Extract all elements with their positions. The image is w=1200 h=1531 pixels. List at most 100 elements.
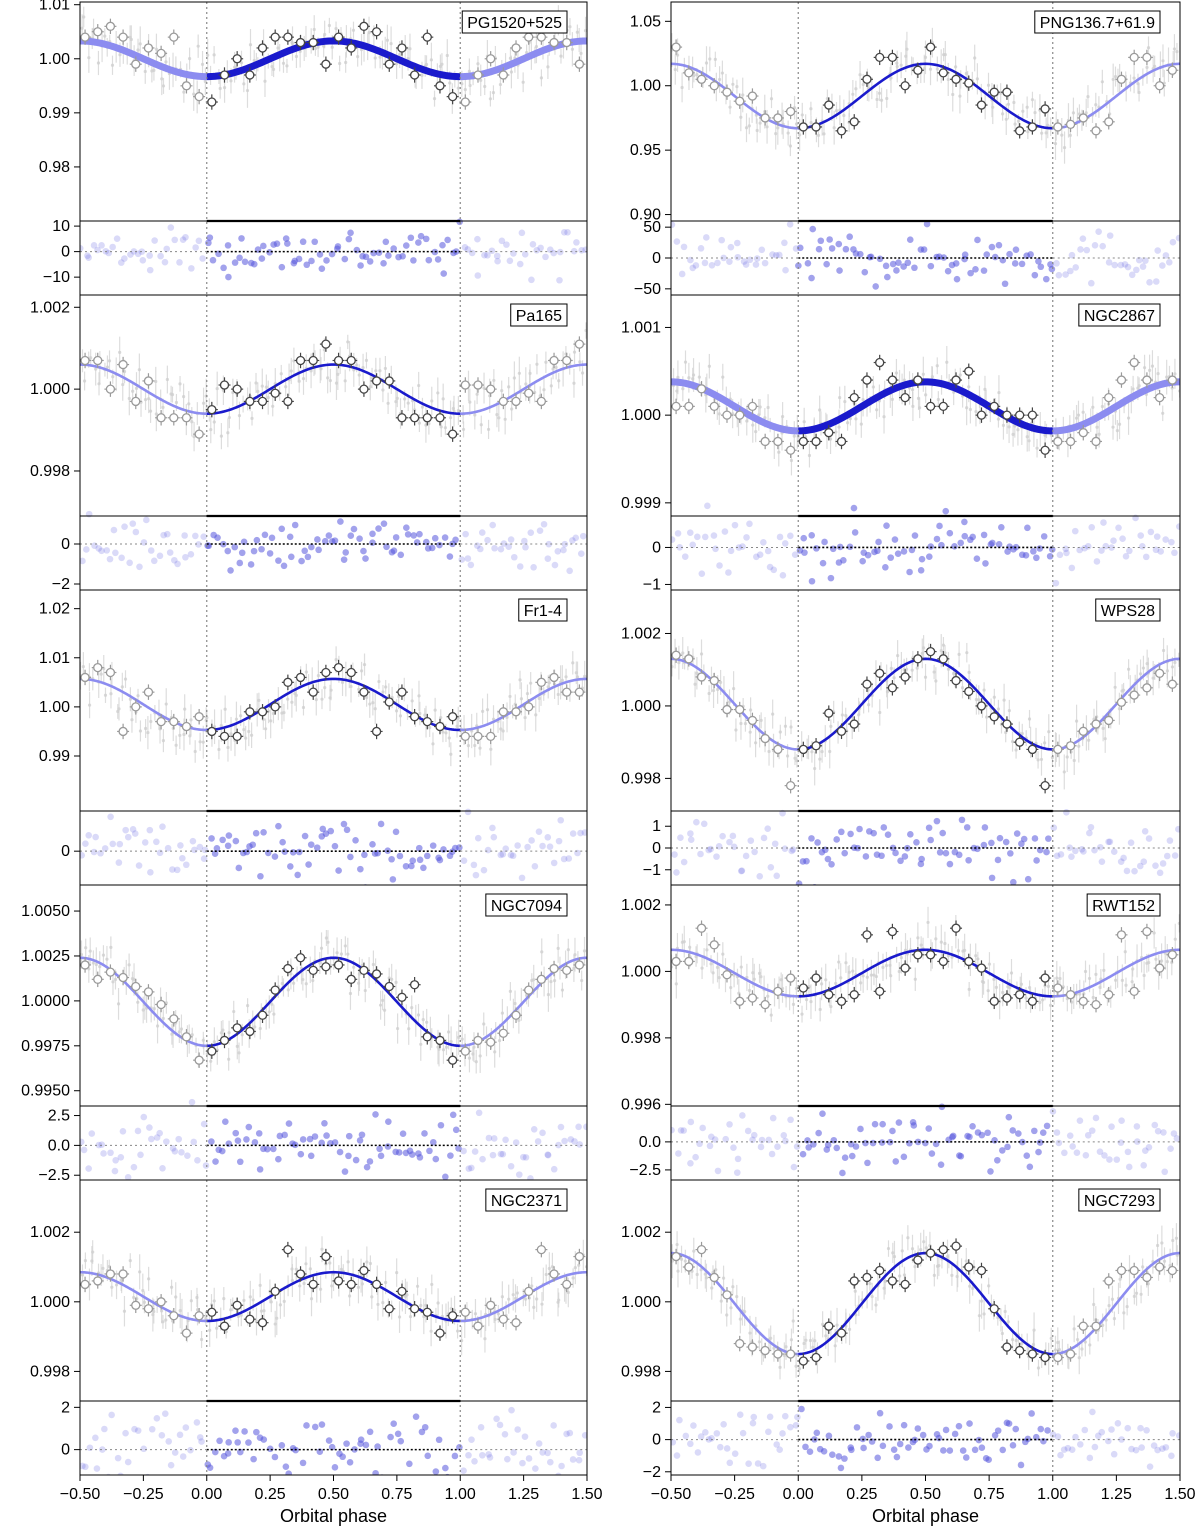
raw-point xyxy=(229,79,233,83)
residual-point xyxy=(697,850,704,858)
plot-area xyxy=(80,322,587,575)
residual-point xyxy=(791,551,799,558)
binned-point xyxy=(460,97,470,107)
residual-point xyxy=(422,235,430,243)
binned-point xyxy=(836,726,847,736)
main-frame xyxy=(670,884,1181,1107)
residual-point xyxy=(153,1134,161,1141)
binned-point xyxy=(207,726,217,737)
raw-point xyxy=(248,1295,252,1299)
residual-point xyxy=(900,1153,908,1161)
residual-point xyxy=(726,838,733,846)
residual-point xyxy=(1163,852,1171,860)
raw-point xyxy=(867,703,871,707)
raw-point xyxy=(187,402,191,406)
binned-point xyxy=(1040,780,1050,791)
binned-point xyxy=(295,37,306,48)
binned-point xyxy=(447,712,458,722)
binned-point xyxy=(849,117,859,127)
raw-point xyxy=(1142,973,1146,978)
raw-point xyxy=(834,981,838,986)
raw-point xyxy=(1121,688,1126,692)
raw-point xyxy=(301,977,305,982)
binned-point xyxy=(849,392,859,403)
residual-point xyxy=(1160,1129,1167,1136)
residual-y-tick-label: −1 xyxy=(643,862,661,879)
raw-point xyxy=(813,766,817,771)
raw-point xyxy=(429,58,433,62)
raw-point xyxy=(198,740,202,744)
residual-point xyxy=(714,259,721,267)
raw-point xyxy=(582,949,587,953)
residual-point xyxy=(431,534,439,542)
binned-point xyxy=(321,339,331,349)
residual-point xyxy=(740,258,748,265)
binned-point xyxy=(747,91,758,101)
raw-point xyxy=(94,962,98,967)
residual-point xyxy=(750,1131,758,1139)
residual-point xyxy=(1117,261,1125,269)
binned-point xyxy=(207,97,217,107)
residual-point xyxy=(726,1121,733,1128)
raw-point xyxy=(329,688,333,692)
residual-point xyxy=(282,235,290,242)
residual-point xyxy=(535,828,543,835)
raw-point xyxy=(424,62,429,67)
raw-point xyxy=(193,749,197,754)
y-tick-label: 0.998 xyxy=(621,1030,661,1047)
residual-point xyxy=(983,251,991,258)
raw-point xyxy=(521,80,525,84)
residual-point xyxy=(819,559,827,567)
raw-point xyxy=(728,105,732,109)
residual-point xyxy=(708,261,716,269)
binned-point xyxy=(549,963,559,974)
object-name-box: RWT152 xyxy=(1086,893,1161,917)
residual-point xyxy=(369,841,376,848)
residual-point xyxy=(385,1118,392,1125)
residual-point xyxy=(1092,1114,1100,1122)
raw-point xyxy=(739,965,743,969)
residual-point xyxy=(542,253,549,261)
residual-point xyxy=(963,824,971,831)
residual-point xyxy=(118,554,125,562)
residual-point xyxy=(299,1136,307,1143)
raw-point xyxy=(239,61,244,65)
residual-point xyxy=(362,555,369,562)
residual-point xyxy=(701,259,709,267)
raw-point xyxy=(127,963,131,967)
raw-point xyxy=(943,651,947,655)
residual-point xyxy=(1139,543,1146,550)
raw-point xyxy=(936,397,940,402)
residual-point xyxy=(770,566,778,574)
residual-point xyxy=(1162,252,1170,259)
residual-point xyxy=(98,547,105,555)
residual-point xyxy=(284,240,291,247)
residual-point xyxy=(1110,848,1118,856)
residual-point xyxy=(1031,835,1039,842)
raw-point xyxy=(695,73,699,77)
residual-point xyxy=(756,551,764,558)
residual-point xyxy=(545,540,553,548)
raw-point xyxy=(1071,111,1076,115)
raw-point xyxy=(182,90,186,94)
residual-point xyxy=(911,532,919,539)
residual-point xyxy=(331,537,339,544)
residual-point xyxy=(793,1143,801,1150)
residual-point xyxy=(917,860,925,868)
binned-point xyxy=(1002,87,1012,97)
binned-point xyxy=(913,65,923,75)
residual-point xyxy=(182,861,190,869)
binned-point xyxy=(245,396,255,407)
raw-point xyxy=(1161,411,1165,415)
residual-point xyxy=(578,247,585,254)
binned-point xyxy=(925,42,936,52)
raw-point xyxy=(259,1309,264,1313)
raw-point xyxy=(1001,423,1006,427)
residual-point xyxy=(760,834,768,842)
residual-point xyxy=(227,567,234,574)
residual-point xyxy=(236,1158,244,1166)
residual-point xyxy=(551,561,559,569)
residual-point xyxy=(214,534,221,541)
residual-point xyxy=(928,1150,936,1157)
